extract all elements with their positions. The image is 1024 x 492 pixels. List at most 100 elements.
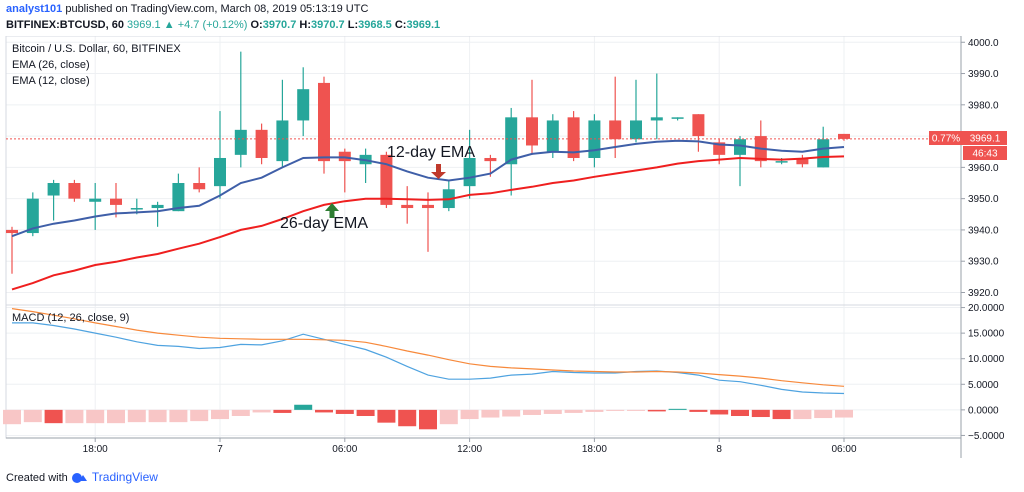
time-axis-ticks: 18:00 7 06:00 12:00 18:00 8 06:00 bbox=[83, 438, 857, 455]
close-label: C: bbox=[394, 19, 407, 31]
price-tick-label: 3930.0 bbox=[968, 257, 999, 268]
macd-histogram bbox=[3, 404, 853, 430]
candle-body bbox=[796, 157, 809, 165]
candle-body bbox=[463, 157, 476, 187]
macd-hist-bar bbox=[419, 409, 437, 430]
candle-body bbox=[214, 157, 226, 187]
time-tick-label: 18:00 bbox=[83, 444, 108, 455]
tradingview-brand-link[interactable]: TradingView bbox=[91, 470, 158, 484]
candle-body bbox=[422, 204, 434, 209]
macd-hist-bar bbox=[169, 409, 188, 423]
macd-hist-bar bbox=[377, 409, 396, 423]
pct-badge-text: 0.77% bbox=[932, 134, 960, 145]
macd-hist-bar bbox=[3, 409, 21, 425]
candle-body bbox=[130, 208, 143, 210]
candle-body bbox=[276, 120, 289, 162]
candle-body bbox=[47, 183, 60, 196]
macd-hist-bar bbox=[793, 409, 812, 420]
price-tick-label: 3950.0 bbox=[968, 194, 999, 205]
macd-hist-bar bbox=[502, 409, 521, 417]
pct-badge bbox=[929, 131, 963, 145]
price-tick-label: 3940.0 bbox=[968, 225, 999, 236]
candle-body bbox=[255, 129, 268, 158]
publish-line: analyst101 published on TradingView.com,… bbox=[6, 3, 368, 15]
macd-hist-bar bbox=[439, 409, 458, 425]
macd-hist-bar bbox=[252, 409, 271, 413]
candle-body bbox=[505, 117, 518, 165]
macd-hist-bar bbox=[543, 409, 562, 414]
macd-hist-bar bbox=[523, 409, 541, 415]
macd-hist-bar bbox=[751, 409, 770, 418]
macd-hist-bar bbox=[668, 408, 687, 410]
price-tick-label: 3920.0 bbox=[968, 288, 999, 299]
macd-hist-bar bbox=[647, 409, 666, 412]
grid-lines bbox=[6, 36, 961, 438]
macd-hist-bar bbox=[44, 409, 63, 424]
macd-hist-bar bbox=[835, 409, 853, 418]
macd-hist-bar bbox=[335, 409, 354, 414]
macd-hist-bar bbox=[107, 409, 125, 424]
candle-body bbox=[692, 114, 705, 137]
macd-tick-label: 0.0000 bbox=[968, 405, 999, 416]
macd-hist-bar bbox=[315, 409, 333, 413]
candle-body bbox=[297, 89, 310, 121]
created-with-text: Created with bbox=[6, 472, 68, 484]
candle-body bbox=[817, 139, 830, 168]
macd-hist-bar bbox=[710, 409, 729, 415]
candle-body bbox=[775, 161, 788, 163]
high-label: H: bbox=[299, 19, 312, 31]
price-badge-text: 3969.1 bbox=[970, 134, 1001, 145]
macd-hist-bar bbox=[689, 409, 708, 412]
candle-body bbox=[671, 117, 684, 119]
price-tick-label: 3990.0 bbox=[968, 69, 999, 80]
price-tick-label: 3980.0 bbox=[968, 100, 999, 111]
chart-canvas[interactable]: 4000.03990.03980.03970.03960.03950.03940… bbox=[0, 36, 1024, 468]
annotation-ema12-text: 12-day EMA bbox=[387, 144, 475, 161]
candle-body bbox=[484, 157, 497, 162]
macd-hist-bar bbox=[148, 409, 167, 423]
candle-body bbox=[838, 133, 850, 139]
legend-macd: MACD (12, 26, close, 9) bbox=[12, 312, 129, 324]
time-tick-label: 7 bbox=[217, 444, 223, 455]
candle-body bbox=[318, 82, 330, 162]
candle-body bbox=[6, 229, 18, 234]
tradingview-logo-icon bbox=[71, 473, 87, 484]
macd-hist-bar bbox=[460, 409, 479, 420]
time-tick-label: 18:00 bbox=[582, 444, 607, 455]
time-tick-label: 8 bbox=[716, 444, 722, 455]
candle-body bbox=[734, 139, 746, 155]
published-text: published on TradingView.com, March 08, … bbox=[65, 3, 369, 15]
time-tick-label: 06:00 bbox=[332, 444, 357, 455]
macd-axis-ticks: 20.0000 15.0000 10.0000 5.0000 0.0000 −5.0000 bbox=[961, 303, 1005, 442]
author-name[interactable]: analyst101 bbox=[6, 3, 63, 15]
ema26-line bbox=[11, 155, 845, 291]
time-tick-label: 12:00 bbox=[457, 444, 482, 455]
time-tick-label: 06:00 bbox=[831, 444, 856, 455]
candle-body bbox=[151, 204, 164, 209]
candle-body bbox=[193, 183, 206, 190]
price-badge bbox=[963, 131, 1007, 145]
candle-body bbox=[172, 183, 185, 212]
open-label: O: bbox=[250, 19, 263, 31]
macd-hist-bar bbox=[127, 409, 146, 423]
close-value: 3969.1 bbox=[406, 19, 441, 31]
macd-hist-bar bbox=[294, 404, 313, 410]
price-tick-label: 4000.0 bbox=[968, 38, 999, 49]
macd-hist-bar bbox=[564, 409, 583, 413]
candle-body bbox=[546, 120, 559, 152]
candles bbox=[6, 51, 850, 274]
macd-tick-label: −5.0000 bbox=[968, 431, 1005, 442]
low-value: 3968.5 bbox=[358, 19, 392, 31]
candle-body bbox=[380, 154, 393, 205]
macd-tick-label: 15.0000 bbox=[968, 329, 1005, 340]
macd-hist-bar bbox=[273, 409, 292, 413]
chart-header: analyst101 published on TradingView.com,… bbox=[0, 0, 1024, 36]
low-label: L: bbox=[347, 19, 359, 31]
price-tick-label: 3960.0 bbox=[968, 163, 999, 174]
macd-hist-bar bbox=[211, 409, 229, 420]
macd-hist-bar bbox=[814, 409, 833, 419]
annotation-ema12-arrow-icon bbox=[431, 164, 446, 179]
macd-hist-bar bbox=[65, 409, 84, 424]
macd-tick-label: 5.0000 bbox=[968, 380, 999, 391]
candle-body bbox=[630, 120, 642, 140]
